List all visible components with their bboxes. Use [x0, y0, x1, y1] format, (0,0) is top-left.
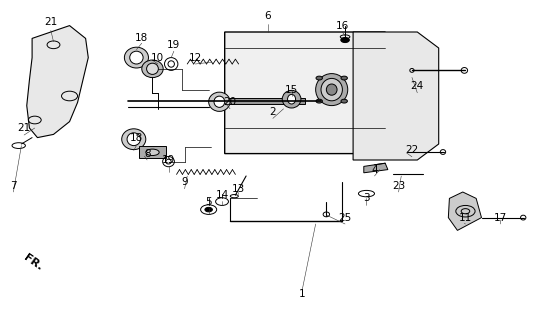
Text: 17: 17: [494, 212, 507, 223]
Text: 12: 12: [189, 52, 202, 63]
Ellipse shape: [316, 74, 348, 106]
Ellipse shape: [142, 60, 163, 78]
Ellipse shape: [209, 92, 230, 111]
Text: 19: 19: [162, 155, 175, 165]
Text: 7: 7: [10, 180, 17, 191]
Text: 2: 2: [270, 107, 276, 117]
Circle shape: [341, 99, 347, 103]
Text: 9: 9: [181, 177, 188, 188]
Text: 20: 20: [224, 97, 236, 108]
Text: 5: 5: [205, 196, 212, 207]
Text: 23: 23: [392, 180, 405, 191]
Ellipse shape: [125, 47, 149, 68]
Bar: [209, 98, 305, 104]
Ellipse shape: [321, 78, 342, 101]
Text: 8: 8: [144, 148, 150, 159]
Polygon shape: [364, 163, 388, 173]
Text: 15: 15: [285, 84, 298, 95]
Text: 19: 19: [167, 40, 180, 50]
Ellipse shape: [214, 96, 225, 108]
Ellipse shape: [146, 149, 159, 156]
Text: FR.: FR.: [21, 252, 44, 272]
Ellipse shape: [130, 51, 143, 64]
Circle shape: [316, 99, 323, 103]
Text: 21: 21: [44, 17, 57, 28]
Ellipse shape: [282, 91, 301, 108]
Circle shape: [341, 76, 347, 80]
Bar: [139, 146, 166, 158]
Text: 24: 24: [411, 81, 424, 92]
Text: 14: 14: [216, 190, 228, 200]
Circle shape: [205, 207, 212, 212]
Polygon shape: [353, 32, 439, 160]
Circle shape: [341, 37, 349, 43]
Text: 10: 10: [151, 52, 164, 63]
Polygon shape: [225, 32, 385, 154]
Ellipse shape: [147, 63, 158, 75]
Polygon shape: [448, 192, 482, 230]
Polygon shape: [27, 26, 88, 138]
Ellipse shape: [326, 84, 337, 95]
Ellipse shape: [288, 94, 296, 104]
Text: 11: 11: [459, 212, 472, 223]
Text: 25: 25: [339, 212, 351, 223]
Text: 13: 13: [232, 184, 244, 194]
Circle shape: [316, 76, 323, 80]
Ellipse shape: [121, 129, 146, 150]
Text: 21: 21: [18, 123, 30, 133]
Text: 1: 1: [299, 289, 305, 300]
Text: 22: 22: [406, 145, 418, 156]
Text: 4: 4: [371, 164, 378, 175]
Text: 3: 3: [363, 193, 370, 204]
Text: 18: 18: [130, 132, 143, 143]
Text: 18: 18: [135, 33, 148, 44]
Text: 6: 6: [264, 11, 271, 21]
Text: 16: 16: [336, 20, 349, 31]
Ellipse shape: [127, 133, 140, 146]
